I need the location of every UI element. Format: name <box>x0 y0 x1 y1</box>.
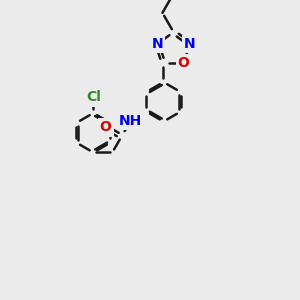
Text: N: N <box>152 37 163 51</box>
Text: O: O <box>100 121 112 134</box>
Text: O: O <box>178 56 190 70</box>
Text: Cl: Cl <box>86 90 101 104</box>
Text: N: N <box>184 37 196 51</box>
Text: NH: NH <box>119 114 142 128</box>
